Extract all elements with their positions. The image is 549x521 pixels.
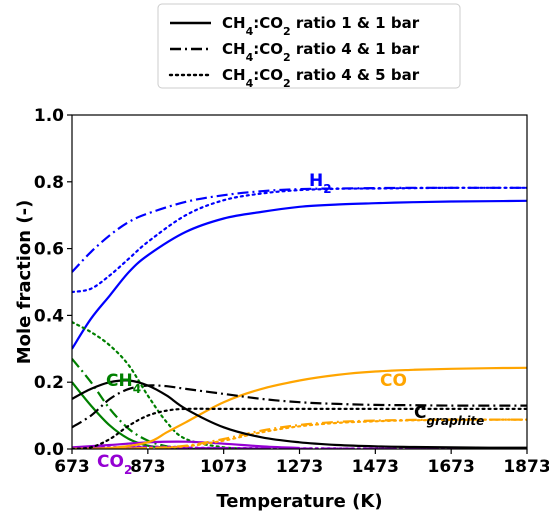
label-cgraphite: Cgraphite <box>414 403 484 428</box>
annotations: H2 CH4 CO2 CO Cgraphite <box>97 171 484 477</box>
ticks: 673 873 1073 1273 1473 1673 1873 0.0 0.2 0.4 0.6 0.… <box>34 106 549 477</box>
x-tick-label: 1473 <box>352 457 399 477</box>
x-tick-label: 1673 <box>428 457 475 477</box>
series-cgraphite-dotted <box>72 407 527 449</box>
x-tick-label: 1873 <box>503 457 549 477</box>
legend-label: CH4:CO2 ratio 4 & 5 bar <box>222 66 420 90</box>
x-tick-label: 873 <box>130 457 166 477</box>
series-h2-solid <box>72 199 527 350</box>
y-tick-label: 0.2 <box>34 373 64 393</box>
y-tick-label: 0.0 <box>34 440 64 460</box>
series-h2-dotted <box>72 186 527 294</box>
label-co: CO <box>380 371 407 391</box>
x-tick-label: 673 <box>54 457 90 477</box>
legend-label: CH4:CO2 ratio 1 & 1 bar <box>222 14 420 38</box>
label-ch4: CH4 <box>106 371 141 396</box>
series-ch4-dashdot <box>72 358 224 449</box>
x-tick-label: 1073 <box>200 457 247 477</box>
y-axis-label: Mole fraction (-) <box>14 200 35 365</box>
series-h2-dashdot <box>72 186 527 273</box>
x-tick-label: 1273 <box>276 457 323 477</box>
y-tick-label: 1.0 <box>34 106 64 126</box>
series-ch4-dotted <box>72 321 263 449</box>
label-co2: CO2 <box>97 452 132 477</box>
series-co-solid <box>72 366 527 449</box>
plot-frame <box>71 114 528 450</box>
series-co-dotted <box>72 418 527 449</box>
series-layer <box>72 186 527 449</box>
legend-label: CH4:CO2 ratio 4 & 1 bar <box>222 40 420 64</box>
x-axis-label: Temperature (K) <box>216 491 382 512</box>
y-tick-label: 0.8 <box>34 173 64 193</box>
legend-box <box>157 3 461 89</box>
series-co2-solid <box>72 440 300 449</box>
y-tick-label: 0.4 <box>34 306 64 326</box>
label-h2: H2 <box>309 171 332 196</box>
series-cgraphite-dashdot <box>72 384 527 429</box>
y-tick-label: 0.6 <box>34 240 64 260</box>
series-cgraphite-solid <box>72 379 527 449</box>
